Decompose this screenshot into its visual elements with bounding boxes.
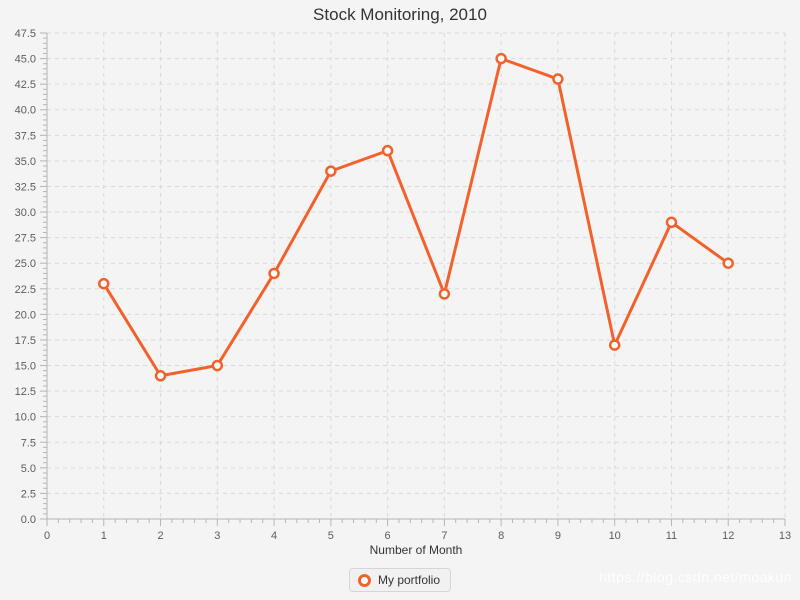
- y-tick-label: 17.5: [15, 335, 36, 347]
- y-tick-label: 47.5: [15, 28, 36, 40]
- y-tick-label: 45.0: [15, 54, 36, 66]
- watermark: https://blog.csdn.net/moakun: [599, 569, 792, 585]
- data-point-marker: [495, 52, 507, 65]
- y-tick-label: 0.0: [21, 514, 36, 526]
- y-tick-label: 10.0: [15, 412, 36, 424]
- x-axis-label: Number of Month: [369, 543, 463, 557]
- data-point-marker: [608, 339, 621, 351]
- data-point-marker: [381, 144, 394, 157]
- x-tick-label: 3: [214, 530, 220, 542]
- y-tick-label: 42.5: [15, 79, 36, 91]
- x-tick-label: 2: [157, 530, 163, 542]
- data-point-marker: [325, 165, 337, 177]
- x-tick-label: 0: [44, 530, 50, 542]
- data-point-marker: [438, 288, 451, 300]
- y-tick-label: 22.5: [15, 284, 36, 296]
- y-tick-label: 37.5: [15, 130, 36, 142]
- data-point-marker: [268, 267, 280, 280]
- data-point-marker: [211, 359, 224, 372]
- chart-title: Stock Monitoring, 2010: [313, 5, 487, 24]
- x-tick-label: 4: [271, 530, 277, 542]
- data-point-marker: [154, 370, 167, 382]
- series-line: [102, 57, 730, 378]
- x-tick-label: 1: [101, 530, 107, 542]
- x-tick-label: 8: [498, 530, 504, 542]
- x-tick-label: 7: [441, 530, 447, 542]
- x-tick-label: 10: [609, 530, 621, 542]
- legend: My portfolio: [348, 568, 452, 592]
- y-tick-label: 32.5: [15, 181, 36, 193]
- x-tick-label: 9: [555, 530, 561, 542]
- y-tick-label: 5.0: [21, 463, 36, 475]
- x-tick-label: 11: [666, 530, 677, 542]
- y-tick-label: 2.5: [21, 488, 36, 500]
- x-tick-label: 13: [779, 530, 791, 542]
- y-tick-label: 7.5: [21, 437, 36, 449]
- data-point-marker: [552, 73, 564, 85]
- y-tick-label: 35.0: [15, 156, 36, 168]
- legend-label: My portfolio: [377, 573, 441, 587]
- y-tick-label: 15.0: [15, 361, 36, 373]
- data-point-marker: [722, 257, 734, 269]
- y-tick-label: 12.5: [15, 386, 36, 398]
- y-tick-label: 30.0: [15, 207, 36, 219]
- series-marker-icon: [357, 573, 371, 587]
- y-tick-label: 40.0: [15, 105, 36, 117]
- x-tick-label: 5: [328, 530, 334, 542]
- x-tick-label: 12: [722, 530, 734, 542]
- x-tick-label: 6: [385, 530, 391, 542]
- data-point-marker: [98, 277, 110, 290]
- data-point-marker: [665, 216, 678, 229]
- y-tick-label: 20.0: [15, 309, 36, 321]
- y-tick-label: 27.5: [15, 233, 36, 245]
- y-tick-label: 25.0: [15, 258, 36, 270]
